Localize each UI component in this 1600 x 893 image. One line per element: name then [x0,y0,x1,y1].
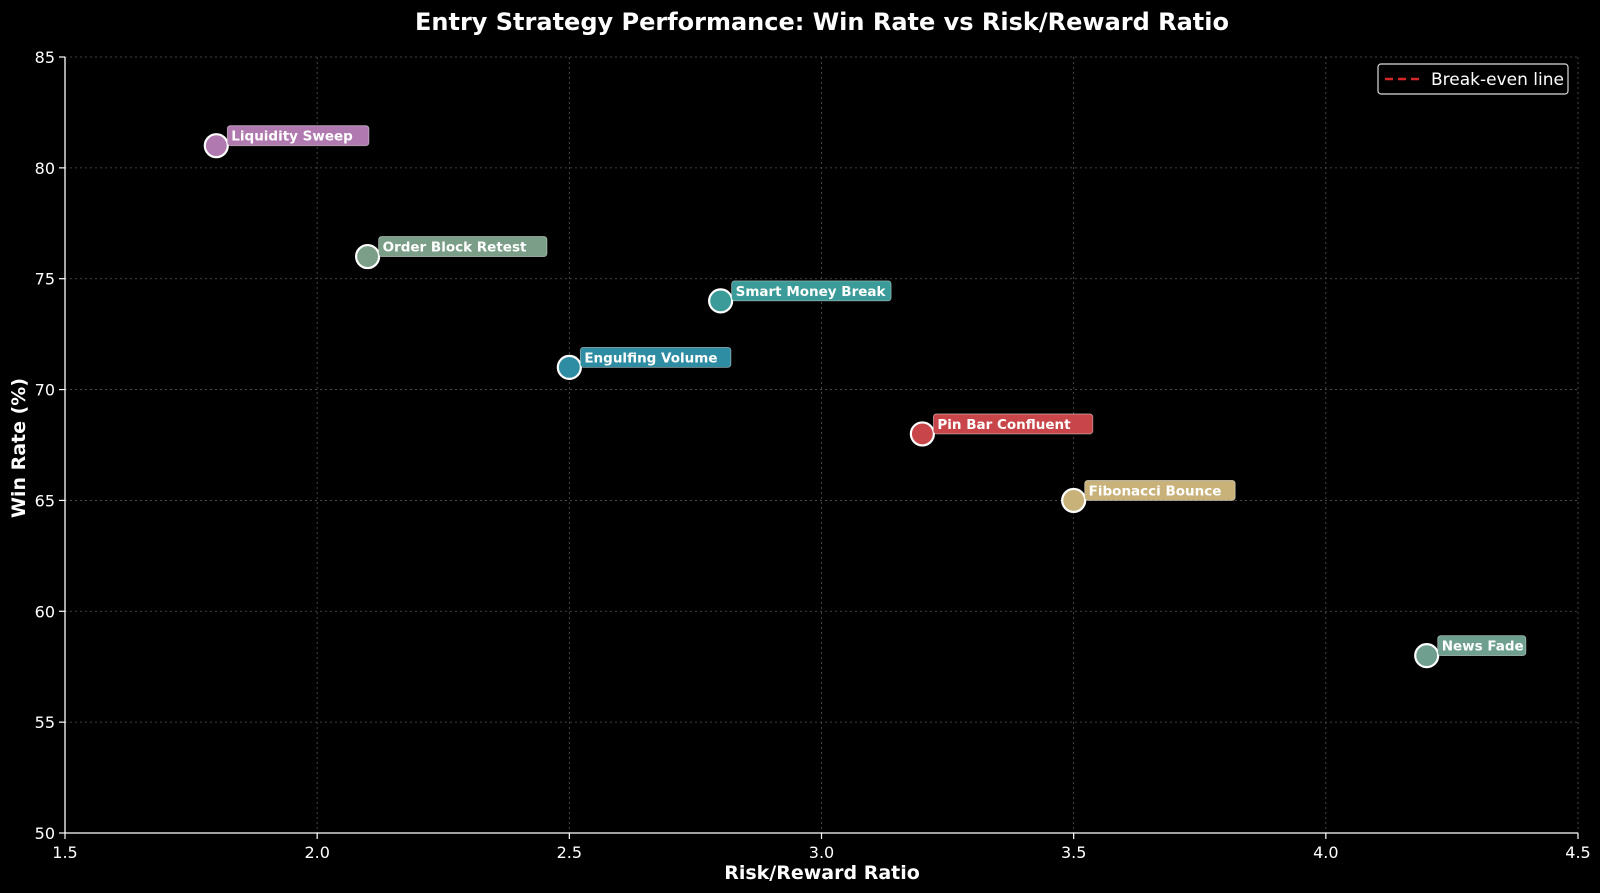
data-label-box [1437,635,1527,657]
data-label: Smart Money Break [736,284,887,300]
y-tick-label: 85 [35,48,55,67]
data-point-group: Pin Bar Confluent [909,413,1094,447]
y-tick-label: 60 [35,602,55,621]
data-point-group: Smart Money Break [708,280,892,314]
data-label: Order Block Retest [383,240,527,256]
y-tick-label: 75 [35,270,55,289]
data-points: Liquidity Sweep Order Block Retest Smart M… [203,125,1527,669]
data-label: Pin Bar Confluent [937,417,1071,433]
y-tick-label: 55 [35,713,55,732]
data-point-group: Order Block Retest [355,236,548,270]
data-point [203,133,229,159]
data-label-box [731,280,892,302]
data-point [1061,487,1087,514]
data-label-box [1084,480,1236,501]
y-tick-label: 80 [35,159,55,178]
data-label: News Fade [1442,639,1524,655]
data-label-box [579,346,732,368]
x-tick-label: 2.0 [304,843,329,862]
legend: Break-even line [1377,63,1569,95]
data-label-box [378,236,548,257]
x-tick-label: 3.5 [1061,843,1086,862]
legend-label: Break-even line [1431,70,1564,90]
data-point-group: Fibonacci Bounce [1061,480,1236,514]
data-label: Engulfing Volume [584,350,717,366]
y-tick-label: 65 [35,491,55,510]
y-tick-label: 50 [35,824,55,843]
x-tick-label: 2.5 [557,843,582,862]
data-point [1414,643,1440,669]
axes: 1.5 2.0 2.5 3.0 3.5 4.0 4.5 50 55 60 65 70 75 80 85 [35,48,1591,862]
data-point [909,421,935,447]
data-point [708,288,734,314]
data-point-group: Liquidity Sweep [203,125,370,159]
x-tick-label: 1.5 [52,843,77,862]
data-label: Fibonacci Bounce [1089,483,1222,499]
data-point [355,243,381,270]
data-point-group: News Fade [1414,635,1527,669]
y-tick-label: 70 [35,381,55,400]
y-axis-label: Win Rate (%) [8,378,30,518]
legend-box [1377,63,1569,95]
data-label: Liquidity Sweep [231,129,353,145]
data-label-box [226,125,370,147]
data-point [556,354,582,380]
x-tick-label: 4.5 [1565,843,1590,862]
x-tick-label: 4.0 [1313,843,1338,862]
x-axis-label: Risk/Reward Ratio [724,862,920,884]
data-label-box [932,413,1094,435]
x-tick-label: 3.0 [809,843,834,862]
data-point-group: Engulfing Volume [556,346,732,380]
chart-title: Entry Strategy Performance: Win Rate vs … [415,8,1229,36]
